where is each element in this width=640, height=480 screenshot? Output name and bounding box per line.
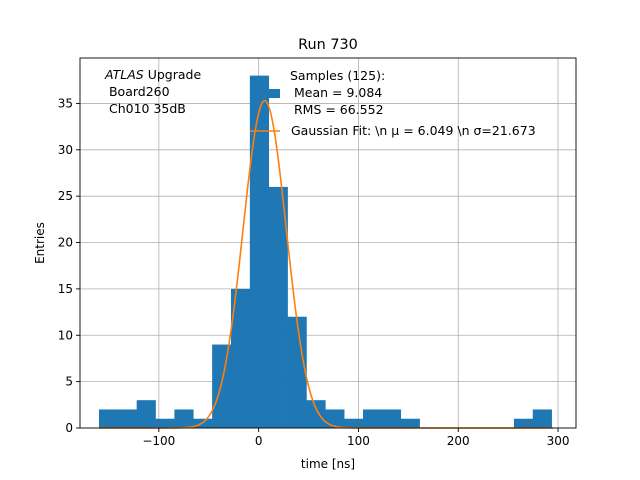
channel-label: Ch010 35dB <box>105 101 186 116</box>
histogram-bar <box>363 409 383 428</box>
y-tick-label: 15 <box>58 282 73 296</box>
y-tick-label: 5 <box>65 375 73 389</box>
histogram-bar <box>249 75 270 428</box>
legend-fit-label: Gaussian Fit: \n μ = 6.049 \n σ=21.673 <box>291 123 536 138</box>
y-tick-label: 30 <box>58 143 73 157</box>
histogram-bar <box>155 418 175 428</box>
histogram-bar <box>513 418 534 428</box>
atlas-text-box: ATLAS Upgrade Board260 Ch010 35dB <box>104 67 201 116</box>
x-tick-label: 200 <box>447 434 470 448</box>
histogram-bar <box>268 186 288 428</box>
axis-ticks: −100 0 100 200 300 0 5 10 15 20 25 30 35 <box>58 96 570 448</box>
histogram-bar <box>344 418 364 428</box>
legend-samples-title: Samples (125): <box>290 68 385 83</box>
plot-frame <box>79 57 577 429</box>
atlas-italic: ATLAS <box>104 67 144 82</box>
legend-samples-swatch <box>250 89 280 98</box>
legend-samples-mean: Mean = 9.084 <box>290 85 382 100</box>
x-axis-label: time [ns] <box>301 457 355 471</box>
histogram-bar <box>306 400 326 428</box>
y-tick-label: 20 <box>58 236 73 250</box>
chart-title: Run 730 <box>298 37 358 53</box>
atlas-upgrade: Upgrade <box>144 67 202 82</box>
histogram-bar <box>230 288 251 428</box>
legend: Samples (125): Mean = 9.084 RMS = 66.552… <box>250 68 536 138</box>
histogram-bar <box>174 409 194 428</box>
y-tick-label: 10 <box>58 328 73 342</box>
histogram-bar <box>325 409 345 428</box>
x-tick-label: 300 <box>547 434 570 448</box>
y-axis-label: Entries <box>33 222 47 264</box>
histogram-bar <box>98 409 119 428</box>
legend-samples-rms: RMS = 66.552 <box>290 102 384 117</box>
histogram-bar <box>381 409 402 428</box>
x-tick-label: 0 <box>255 434 263 448</box>
histogram-bar <box>117 409 137 428</box>
x-tick-label: 100 <box>347 434 370 448</box>
histogram-bar <box>136 400 156 428</box>
y-tick-label: 35 <box>58 96 73 110</box>
board-label: Board260 <box>105 84 170 99</box>
x-tick-label: −100 <box>142 434 175 448</box>
histogram-bars <box>98 75 552 428</box>
histogram-bar <box>400 418 420 428</box>
atlas-label: ATLAS Upgrade <box>104 67 201 82</box>
histogram-bar <box>212 344 232 428</box>
y-tick-label: 0 <box>65 421 73 435</box>
histogram-bar <box>532 409 552 428</box>
y-tick-label: 25 <box>58 189 73 203</box>
histogram-bar <box>287 316 307 428</box>
